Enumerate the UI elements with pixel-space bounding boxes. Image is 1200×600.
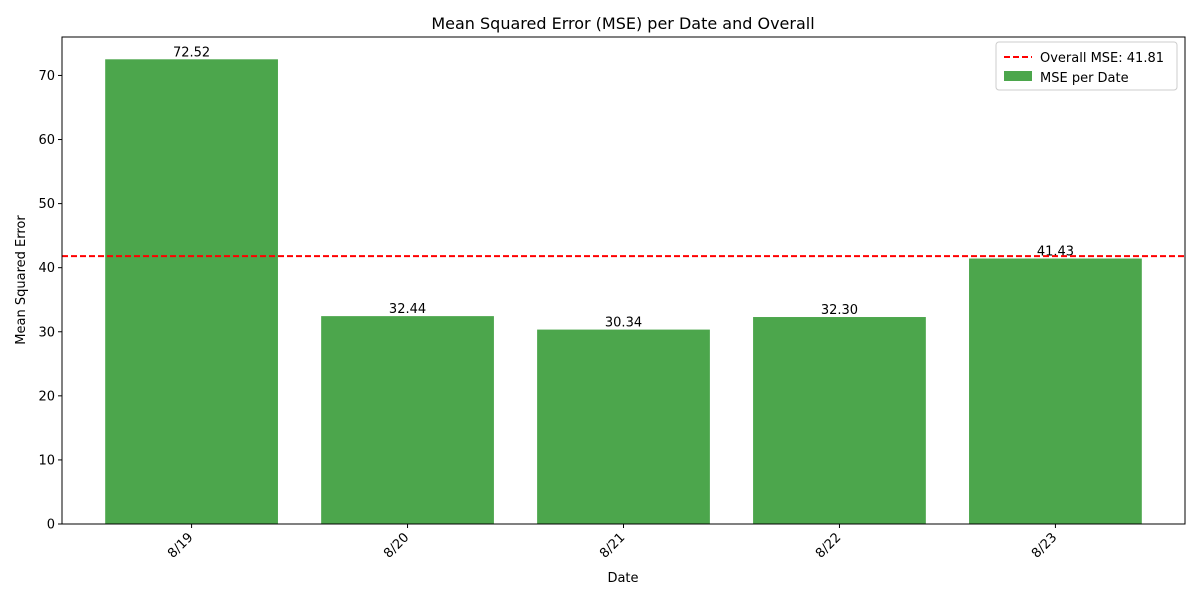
bar-8-19 (105, 59, 278, 525)
bar-8-22 (753, 317, 926, 524)
x-tick-label: 8/20 (381, 530, 412, 561)
y-tick-label: 0 (47, 518, 55, 533)
y-tick-label: 40 (38, 261, 55, 276)
legend-box (995, 41, 1178, 91)
data-label-8-22: 32.30 (821, 303, 858, 318)
legend: Overall MSE: 41.81 MSE per Date (995, 41, 1178, 91)
data-label-8-20: 32.44 (389, 302, 426, 317)
y-tick-label: 10 (38, 453, 55, 468)
data-label-8-19: 72.52 (173, 45, 210, 60)
y-tick-label: 50 (38, 197, 55, 212)
x-tick-label: 8/19 (165, 530, 196, 561)
x-tick-label: 8/22 (813, 530, 844, 561)
chart-title: Mean Squared Error (MSE) per Date and Ov… (431, 14, 814, 33)
legend-label-overall-mse: Overall MSE: 41.81 (1040, 51, 1164, 66)
y-axis-label: Mean Squared Error (14, 215, 29, 345)
bar-8-21 (537, 329, 710, 524)
x-tick-label: 8/23 (1029, 530, 1060, 561)
bar-8-23 (969, 258, 1142, 524)
data-label-8-21: 30.34 (605, 316, 642, 331)
legend-label-mse-per-date: MSE per Date (1040, 71, 1129, 86)
x-axis-label: Date (607, 571, 638, 586)
y-tick-label: 20 (38, 389, 55, 404)
plot-area: 72.52 32.44 30.34 32.30 41.43 0 10 20 30 40 50 60 70… (38, 36, 1186, 561)
y-tick-label: 70 (38, 69, 55, 84)
y-tick-label: 30 (38, 325, 55, 340)
data-label-8-23: 41.43 (1037, 245, 1074, 260)
y-tick-label: 60 (38, 133, 55, 148)
bar-8-20 (321, 316, 494, 524)
legend-swatch-mse-per-date (1004, 71, 1032, 81)
x-tick-label: 8/21 (597, 530, 628, 561)
